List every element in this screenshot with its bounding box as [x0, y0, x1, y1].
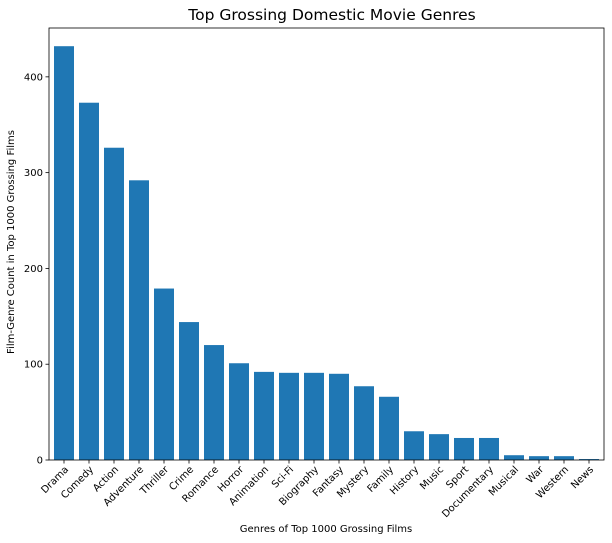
bar-musical	[504, 455, 524, 460]
bar-thriller	[154, 288, 174, 460]
bar-news	[579, 459, 599, 460]
bar-documentary	[479, 437, 499, 460]
bars-group	[54, 46, 599, 461]
bar-comedy	[79, 102, 99, 461]
bar-biography	[304, 372, 324, 460]
plot-frame	[48, 27, 605, 461]
y-tick-label: 400	[24, 72, 43, 83]
bar-drama	[54, 46, 74, 460]
y-tick-label: 0	[37, 456, 43, 467]
chart-title: Top Grossing Domestic Movie Genres	[187, 6, 475, 24]
bar-crime	[179, 322, 199, 460]
bar-sport	[454, 437, 474, 460]
bar-romance	[204, 345, 224, 460]
bar-music	[429, 434, 449, 460]
plot-area: 0 100 200 300 400 DramaComedyActionAdventure…	[24, 27, 605, 520]
bar-war	[529, 456, 549, 460]
x-axis: DramaComedyActionAdventureThrillerCrimeR…	[39, 460, 596, 520]
x-tick-label: Music	[418, 464, 446, 492]
x-axis-label: Genres of Top 1000 Grossing Films	[240, 524, 413, 535]
y-tick-label: 300	[24, 168, 43, 179]
bar-history	[404, 431, 424, 460]
y-axis-label: Film-Genre Count in Top 1000 Grossing Fi…	[6, 130, 17, 354]
bar-adventure	[129, 180, 149, 461]
bar-action	[104, 147, 124, 461]
bar-sci-fi	[279, 372, 299, 460]
x-tick-label: Thriller	[138, 464, 172, 498]
bar-mystery	[354, 386, 374, 460]
bar-animation	[254, 371, 274, 460]
bar-fantasy	[329, 373, 349, 460]
bar-horror	[229, 363, 249, 460]
x-tick-label: War	[525, 464, 547, 486]
x-tick-label: News	[569, 464, 596, 491]
bar-western	[554, 456, 574, 460]
y-tick-label: 200	[24, 264, 43, 275]
y-axis: 0 100 200 300 400	[24, 72, 49, 467]
bar-family	[379, 396, 399, 460]
y-tick-label: 100	[24, 360, 43, 371]
